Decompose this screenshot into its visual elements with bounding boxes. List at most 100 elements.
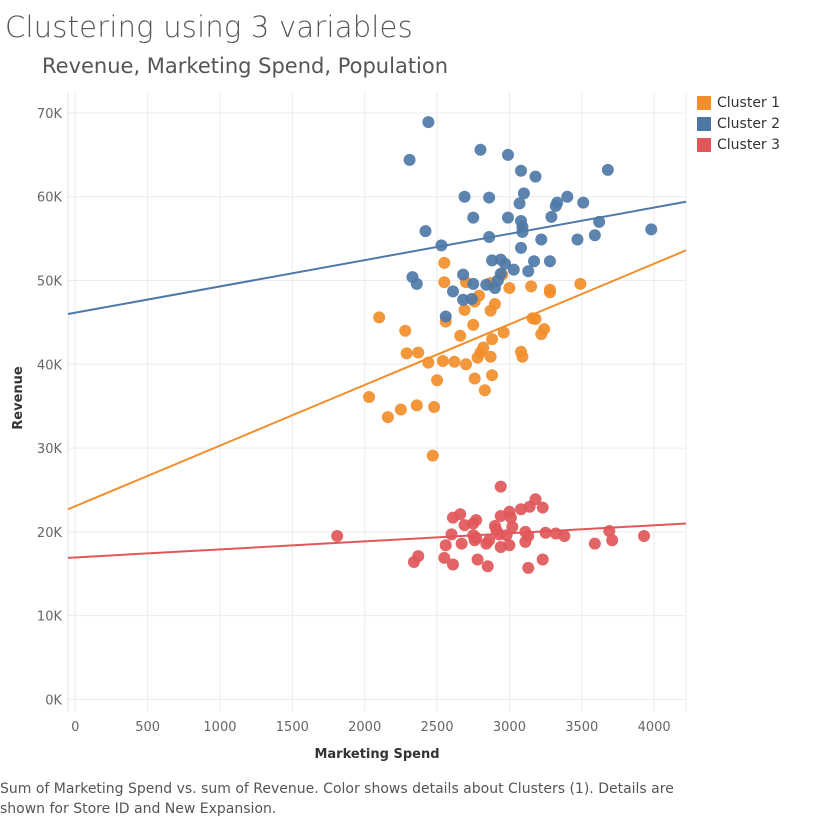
data-point-cluster-1[interactable] xyxy=(460,358,473,371)
data-point-cluster-1[interactable] xyxy=(422,356,435,369)
data-point-cluster-1[interactable] xyxy=(410,399,423,412)
data-point-cluster-3[interactable] xyxy=(536,553,549,566)
data-point-cluster-1[interactable] xyxy=(438,256,451,269)
data-point-cluster-2[interactable] xyxy=(529,170,542,183)
data-point-cluster-3[interactable] xyxy=(603,525,616,538)
data-point-cluster-2[interactable] xyxy=(517,187,530,200)
data-point-cluster-2[interactable] xyxy=(535,233,548,246)
data-point-cluster-2[interactable] xyxy=(522,265,535,278)
data-point-cluster-3[interactable] xyxy=(471,553,484,566)
data-point-cluster-3[interactable] xyxy=(454,508,467,521)
data-point-cluster-2[interactable] xyxy=(410,277,423,290)
data-point-cluster-3[interactable] xyxy=(638,530,651,543)
data-point-cluster-2[interactable] xyxy=(467,211,480,224)
data-point-cluster-1[interactable] xyxy=(488,297,501,310)
data-point-cluster-2[interactable] xyxy=(561,190,574,203)
data-point-cluster-1[interactable] xyxy=(458,303,471,316)
data-point-cluster-3[interactable] xyxy=(439,539,452,552)
data-point-cluster-2[interactable] xyxy=(486,254,499,267)
legend-item-cluster-3[interactable]: Cluster 3 xyxy=(697,134,780,155)
data-point-cluster-3[interactable] xyxy=(519,535,532,548)
data-point-cluster-1[interactable] xyxy=(426,449,439,462)
data-point-cluster-3[interactable] xyxy=(455,537,468,550)
data-point-cluster-3[interactable] xyxy=(412,550,425,563)
data-point-cluster-1[interactable] xyxy=(436,354,449,367)
data-point-cluster-2[interactable] xyxy=(501,211,514,224)
data-point-cluster-1[interactable] xyxy=(412,346,425,359)
data-point-cluster-2[interactable] xyxy=(543,255,556,268)
data-point-cluster-3[interactable] xyxy=(539,526,552,539)
data-point-cluster-1[interactable] xyxy=(497,326,510,339)
data-point-cluster-2[interactable] xyxy=(499,257,512,270)
data-point-cluster-2[interactable] xyxy=(549,199,562,212)
data-point-cluster-3[interactable] xyxy=(515,503,528,516)
data-point-cluster-2[interactable] xyxy=(588,229,601,242)
data-point-cluster-3[interactable] xyxy=(558,530,571,543)
data-point-cluster-3[interactable] xyxy=(522,561,535,574)
data-point-cluster-1[interactable] xyxy=(535,328,548,341)
data-point-cluster-1[interactable] xyxy=(478,384,491,397)
data-point-cluster-3[interactable] xyxy=(458,519,471,532)
data-point-cluster-2[interactable] xyxy=(516,225,529,238)
data-point-cluster-1[interactable] xyxy=(381,411,394,424)
data-point-cluster-2[interactable] xyxy=(483,230,496,243)
data-point-cluster-2[interactable] xyxy=(446,285,459,298)
data-point-cluster-2[interactable] xyxy=(545,210,558,223)
legend-item-cluster-1[interactable]: Cluster 1 xyxy=(697,92,780,113)
data-point-cluster-1[interactable] xyxy=(438,276,451,289)
data-point-cluster-1[interactable] xyxy=(486,333,499,346)
data-point-cluster-1[interactable] xyxy=(503,282,516,295)
data-point-cluster-3[interactable] xyxy=(438,551,451,564)
data-point-cluster-3[interactable] xyxy=(480,537,493,550)
data-point-cluster-1[interactable] xyxy=(529,313,542,326)
data-point-cluster-1[interactable] xyxy=(363,390,376,403)
data-point-cluster-3[interactable] xyxy=(536,501,549,514)
data-point-cluster-2[interactable] xyxy=(435,239,448,252)
data-point-cluster-2[interactable] xyxy=(403,153,416,166)
data-point-cluster-1[interactable] xyxy=(467,318,480,331)
data-point-cluster-2[interactable] xyxy=(483,191,496,204)
data-point-cluster-1[interactable] xyxy=(484,350,497,363)
data-point-cluster-2[interactable] xyxy=(645,223,658,236)
data-point-cluster-1[interactable] xyxy=(431,374,444,387)
data-point-cluster-3[interactable] xyxy=(606,534,619,547)
data-point-cluster-2[interactable] xyxy=(515,241,528,254)
data-point-cluster-2[interactable] xyxy=(439,310,452,323)
legend-item-cluster-2[interactable]: Cluster 2 xyxy=(697,113,780,134)
data-point-cluster-3[interactable] xyxy=(445,528,458,541)
data-point-cluster-3[interactable] xyxy=(331,530,344,543)
data-point-cluster-2[interactable] xyxy=(457,293,470,306)
data-point-cluster-3[interactable] xyxy=(588,537,601,550)
data-point-cluster-3[interactable] xyxy=(504,511,517,524)
data-point-cluster-1[interactable] xyxy=(394,403,407,416)
data-point-cluster-2[interactable] xyxy=(474,143,487,156)
data-point-cluster-1[interactable] xyxy=(574,277,587,290)
data-point-cluster-2[interactable] xyxy=(593,215,606,228)
data-point-cluster-1[interactable] xyxy=(468,372,481,385)
data-point-cluster-1[interactable] xyxy=(543,283,556,296)
data-point-cluster-2[interactable] xyxy=(601,163,614,176)
data-point-cluster-2[interactable] xyxy=(577,196,590,209)
data-point-cluster-2[interactable] xyxy=(458,190,471,203)
data-point-cluster-2[interactable] xyxy=(501,148,514,161)
data-point-cluster-2[interactable] xyxy=(465,292,478,305)
data-point-cluster-3[interactable] xyxy=(470,514,483,527)
data-point-cluster-2[interactable] xyxy=(422,116,435,129)
data-point-cluster-2[interactable] xyxy=(513,197,526,210)
data-point-cluster-2[interactable] xyxy=(419,225,432,238)
data-point-cluster-1[interactable] xyxy=(525,280,538,293)
data-point-cluster-1[interactable] xyxy=(428,401,441,414)
data-point-cluster-3[interactable] xyxy=(446,558,459,571)
data-point-cluster-1[interactable] xyxy=(477,341,490,354)
data-point-cluster-1[interactable] xyxy=(400,347,413,360)
data-point-cluster-3[interactable] xyxy=(468,534,481,547)
data-point-cluster-1[interactable] xyxy=(448,355,461,368)
data-point-cluster-2[interactable] xyxy=(528,255,541,268)
data-point-cluster-3[interactable] xyxy=(494,480,507,493)
data-point-cluster-1[interactable] xyxy=(373,311,386,324)
data-point-cluster-1[interactable] xyxy=(399,324,412,337)
data-point-cluster-2[interactable] xyxy=(571,233,584,246)
data-point-cluster-2[interactable] xyxy=(507,263,520,276)
data-point-cluster-3[interactable] xyxy=(506,520,519,533)
data-point-cluster-2[interactable] xyxy=(457,268,470,281)
